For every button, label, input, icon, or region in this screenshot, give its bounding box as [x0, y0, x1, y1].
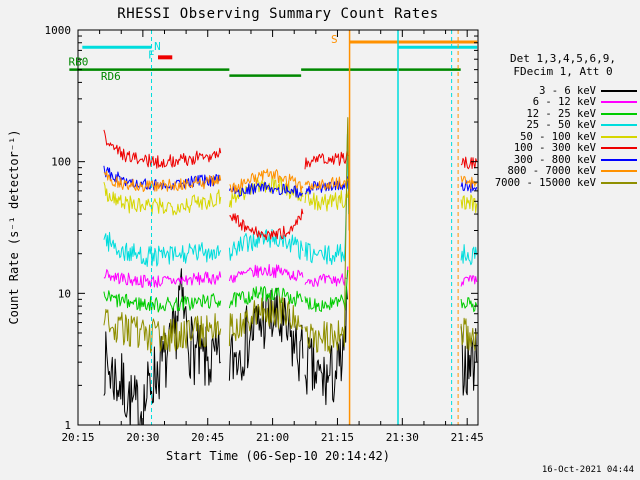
legend-item: 800 - 7000 keV [489, 165, 637, 178]
legend-swatch [601, 89, 637, 92]
legend-swatch [601, 181, 637, 184]
legend-label: 3 - 6 keV [539, 84, 596, 97]
y-tick-label: 1 [64, 419, 71, 432]
flag-bars [69, 40, 478, 77]
flag-label-n: N [154, 40, 161, 53]
legend-label: 7000 - 15000 keV [494, 176, 596, 189]
x-tick-label: 20:15 [61, 431, 94, 444]
x-tick-label: 21:45 [451, 431, 484, 444]
x-tick-label: 21:00 [256, 431, 289, 444]
legend-item: 100 - 300 keV [489, 142, 637, 155]
y-tick-label: 10 [58, 287, 71, 300]
flag-label-rb0: RB0 [68, 56, 88, 69]
legend-label: 25 - 50 keV [526, 119, 596, 132]
series-800-7000keV [103, 168, 478, 193]
legend-item: 12 - 25 keV [489, 108, 637, 120]
legend-label: 12 - 25 keV [526, 107, 596, 120]
series-50-100keV [103, 175, 478, 216]
x-tick-label: 21:15 [321, 431, 354, 444]
tick-labels: 20:15 20:30 20:45 21:00 21:15 21:30 21:45 1 10 10… [45, 24, 484, 444]
legend-item: 300 - 800 keV [489, 154, 637, 166]
legend-swatch [601, 147, 637, 150]
event-vlines [151, 30, 459, 425]
legend-swatch [601, 158, 637, 161]
series-100-300keV [103, 129, 478, 241]
series-25-50keV [103, 133, 478, 267]
legend-items: 3 - 6 keV 6 - 12 keV 12 - 25 keV 25 - 50 ke… [489, 85, 637, 189]
legend: Det 1,3,4,5,6,9, FDecim 1, Att 0 3 - 6 k… [489, 52, 637, 189]
legend-item: 25 - 50 keV [489, 119, 637, 132]
legend-item: 7000 - 15000 keV [489, 177, 637, 189]
legend-swatch [601, 101, 637, 104]
series-300-800keV [103, 165, 478, 199]
axes [77, 29, 479, 426]
legend-swatch [601, 124, 637, 127]
legend-label: 300 - 800 keV [513, 153, 596, 166]
legend-label: 100 - 300 keV [513, 142, 596, 155]
flag-label-s: S [331, 33, 338, 46]
render-timestamp: 16-Oct-2021 04:44 [541, 465, 634, 475]
y-axis-label: Count Rate (s⁻¹ detector⁻¹) [7, 129, 21, 325]
series-7000-15000keV [103, 117, 478, 354]
x-tick-label: 20:30 [126, 431, 159, 444]
legend-item: 6 - 12 keV [489, 96, 637, 109]
flag-label-f: F [148, 49, 155, 62]
legend-swatch [601, 170, 637, 173]
y-tick-label: 100 [51, 156, 71, 169]
chart-title: RHESSI Observing Summary Count Rates [117, 6, 439, 22]
series-12-25keV [103, 270, 478, 313]
x-axis-label: Start Time (06-Sep-10 20:14:42) [166, 449, 390, 463]
series-6-12keV [103, 264, 478, 288]
legend-swatch [601, 135, 637, 138]
y-tick-label: 1000 [45, 24, 72, 37]
legend-label: 50 - 100 keV [520, 130, 596, 143]
legend-header-detectors: Det 1,3,4,5,6,9, [510, 52, 616, 65]
x-tick-label: 20:45 [191, 431, 224, 444]
legend-item: 50 - 100 keV [489, 131, 637, 143]
legend-swatch [601, 112, 637, 115]
legend-label: 800 - 7000 keV [507, 165, 596, 178]
legend-item: 3 - 6 keV [489, 85, 637, 97]
x-tick-label: 21:30 [386, 431, 419, 444]
flag-label-rd6: RD6 [101, 70, 121, 83]
legend-label: 6 - 12 keV [532, 96, 596, 109]
legend-header-decimation: FDecim 1, Att 0 [513, 65, 613, 78]
series-curves [103, 117, 478, 425]
